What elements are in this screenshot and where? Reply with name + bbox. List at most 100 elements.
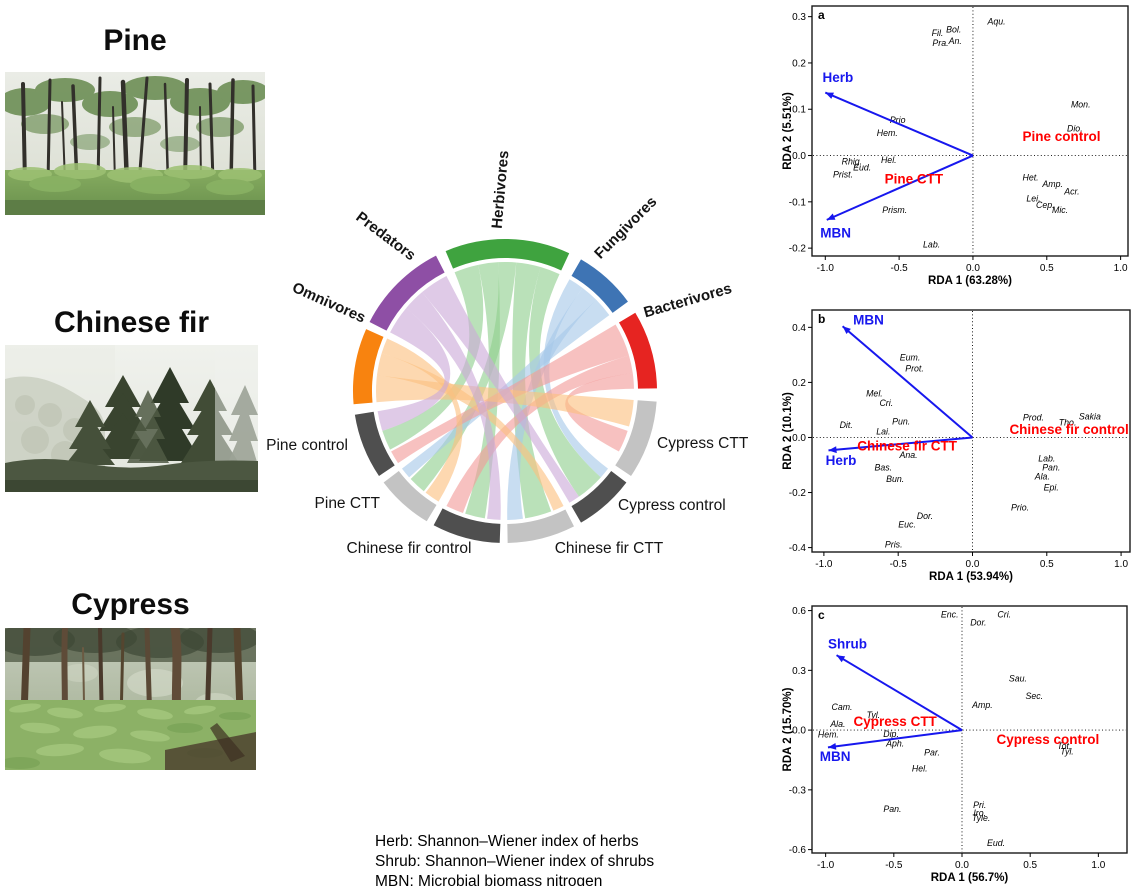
chord-segment-cypress-control [571, 471, 627, 523]
chord-segment-omnivores [353, 329, 384, 405]
species-label: Sec. [1025, 691, 1043, 701]
pine-photo [5, 72, 265, 215]
y-tick-label: 0.1 [792, 105, 806, 116]
species-label: Epi. [1044, 483, 1059, 493]
species-label: Fil. [932, 28, 944, 38]
env-arrow-label-herb: Herb [826, 453, 857, 468]
x-tick-label: 0.5 [1040, 559, 1054, 570]
env-arrow-label-mbn: MBN [820, 749, 851, 764]
x-tick-label: -1.0 [817, 860, 835, 871]
env-arrow-label-mbn: MBN [820, 225, 851, 240]
species-label: Aqu. [987, 16, 1006, 26]
species-label: Ala. [1034, 472, 1050, 482]
chord-label-herbivores: Herbivores [489, 150, 513, 230]
species-label: Cep. [1036, 200, 1055, 210]
x-tick-label: 1.0 [1114, 263, 1128, 274]
y-tick-label: 0.6 [792, 606, 806, 617]
pine-title: Pine [103, 24, 167, 57]
species-label: Lab. [1038, 454, 1055, 464]
species-label: Acr. [1063, 187, 1079, 197]
species-label: Amp. [971, 700, 993, 710]
species-label: Hem. [818, 730, 839, 740]
species-label: Prio [890, 115, 906, 125]
chord-ribbon [446, 355, 633, 513]
cypress-photo [5, 628, 256, 770]
species-label: Dit. [840, 420, 853, 430]
chord-label-pine-control: Pine control [266, 437, 348, 454]
cypress-title: Cypress [71, 588, 190, 621]
species-label: Mel. [866, 388, 883, 398]
x-tick-label: -1.0 [817, 263, 835, 274]
y-axis-title: RDA 2 (10.1%) [782, 392, 794, 470]
x-tick-label: 1.0 [1091, 860, 1105, 871]
x-tick-label: -0.5 [885, 860, 903, 871]
pine-trunks [21, 76, 257, 187]
chord-ribbon [406, 292, 501, 520]
treatment-label-chinese-fir-ctt: Chinese fir CTT [857, 439, 958, 454]
x-tick-label: 0.0 [966, 559, 980, 570]
species-label: Lei. [1026, 194, 1040, 204]
species-label: Mic. [1052, 205, 1068, 215]
chord-ribbon [377, 308, 451, 431]
treatment-label-pine-ctt: Pine CTT [885, 172, 944, 187]
chord-segment-fungivores [571, 259, 628, 313]
rda-plot-a: -1.0 -0.5 0.0 0.5 1.0 0.3 0.2 0.1 0.0 -0.1 -0.2 RDA… [780, 0, 1135, 295]
fir-trees [65, 367, 258, 465]
species-label: Pan. [1042, 462, 1060, 472]
species-label: Hem. [877, 128, 898, 138]
chord-label-fungivores: Fungivores [591, 193, 660, 262]
y-tick-label: 0.2 [792, 58, 806, 69]
y-tick-label: -0.1 [789, 197, 807, 208]
env-arrow-label-mbn: MBN [853, 312, 884, 327]
chord-ribbon [410, 262, 517, 492]
x-tick-label: 0.0 [955, 860, 969, 871]
plot-box [811, 309, 1131, 553]
env-arrowhead [825, 92, 834, 99]
species-label: Eum. [900, 353, 921, 363]
env-arrow-mbn [826, 154, 974, 221]
chord-label-pine-ctt: Pine CTT [315, 495, 381, 512]
chord-label-omnivores: Omnivores [290, 279, 369, 326]
env-arrowhead [826, 213, 836, 220]
y-tick-label: -0.3 [789, 785, 807, 796]
species-label: Sau. [1009, 673, 1027, 683]
y-tick-label: 0.0 [792, 726, 806, 737]
y-tick-label: -0.6 [789, 845, 807, 856]
chord-label-chinese-fir-control: Chinese fir control [347, 540, 472, 557]
panel-letter: b [818, 312, 825, 326]
chord-label-chinese-fir-ctt: Chinese fir CTT [555, 540, 664, 557]
chord-segment-chinese-fir-ctt [507, 509, 575, 543]
env-arrow-herb [828, 436, 973, 452]
rda-plot-c: -1.0 -0.5 0.0 0.5 1.0 0.6 0.3 0.0 -0.3 -0.6 RDA 1 … [780, 590, 1135, 886]
species-label: Lab. [923, 239, 940, 249]
chord-ribbon [382, 264, 484, 450]
species-label: Prist. [833, 170, 853, 180]
chord-segment-pine-control [354, 411, 395, 476]
env-arrowhead [828, 446, 837, 454]
species-label: Cam. [831, 702, 852, 712]
y-tick-label: 0.4 [792, 323, 806, 334]
species-label: Prism. [882, 205, 907, 215]
chord-label-bacterivores: Bacterivores [642, 280, 734, 321]
species-label: Bas. [875, 462, 893, 472]
y-tick-label: -0.2 [789, 488, 807, 499]
chinese-fir-photo [5, 345, 258, 492]
species-label: Hel. [881, 155, 897, 165]
species-label: Prod. [1023, 412, 1044, 422]
abbreviation-legend: Herb: Shannon–Wiener index of herbs Shru… [375, 832, 654, 886]
species-label: Het. [1022, 172, 1038, 182]
species-label: Amp. [1041, 179, 1063, 189]
y-tick-label: -0.2 [789, 244, 807, 255]
chord-ribbon [529, 266, 601, 497]
env-arrowhead [836, 655, 846, 663]
species-label: Ana. [899, 450, 918, 460]
y-tick-label: 0.3 [792, 12, 806, 23]
species-label: Lai. [876, 426, 890, 436]
env-arrow-shrub [836, 654, 963, 731]
chord-diagram: Herbivores Fungivores Bacterivores Cypress … [266, 150, 749, 557]
treatment-label-cypress-control: Cypress control [997, 732, 1100, 747]
chinese-fir-title: Chinese fir [53, 306, 210, 339]
species-label: Tot. [1057, 741, 1071, 751]
chord-segment-cypress-ctt [615, 400, 657, 476]
treatment-label-cypress-ctt: Cypress CTT [854, 714, 938, 729]
